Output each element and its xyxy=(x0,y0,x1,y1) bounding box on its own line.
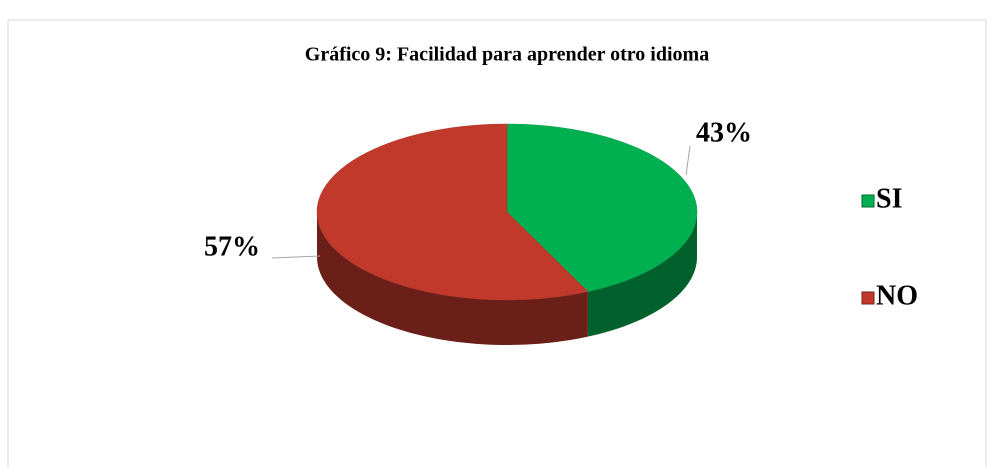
leader-line xyxy=(271,255,321,259)
legend-label: NO xyxy=(876,280,918,311)
legend-swatch xyxy=(861,291,875,305)
data-label: 43% xyxy=(696,117,752,148)
slice xyxy=(506,123,698,292)
leader-line xyxy=(685,145,691,176)
slice-side xyxy=(317,212,588,345)
slice-side xyxy=(587,212,697,337)
legend-swatch xyxy=(861,194,875,208)
chart-title: Gráfico 9: Facilidad para aprender otro … xyxy=(305,44,709,66)
legend-label: SI xyxy=(876,183,902,214)
slice xyxy=(316,123,589,301)
data-label: 57% xyxy=(204,231,260,262)
